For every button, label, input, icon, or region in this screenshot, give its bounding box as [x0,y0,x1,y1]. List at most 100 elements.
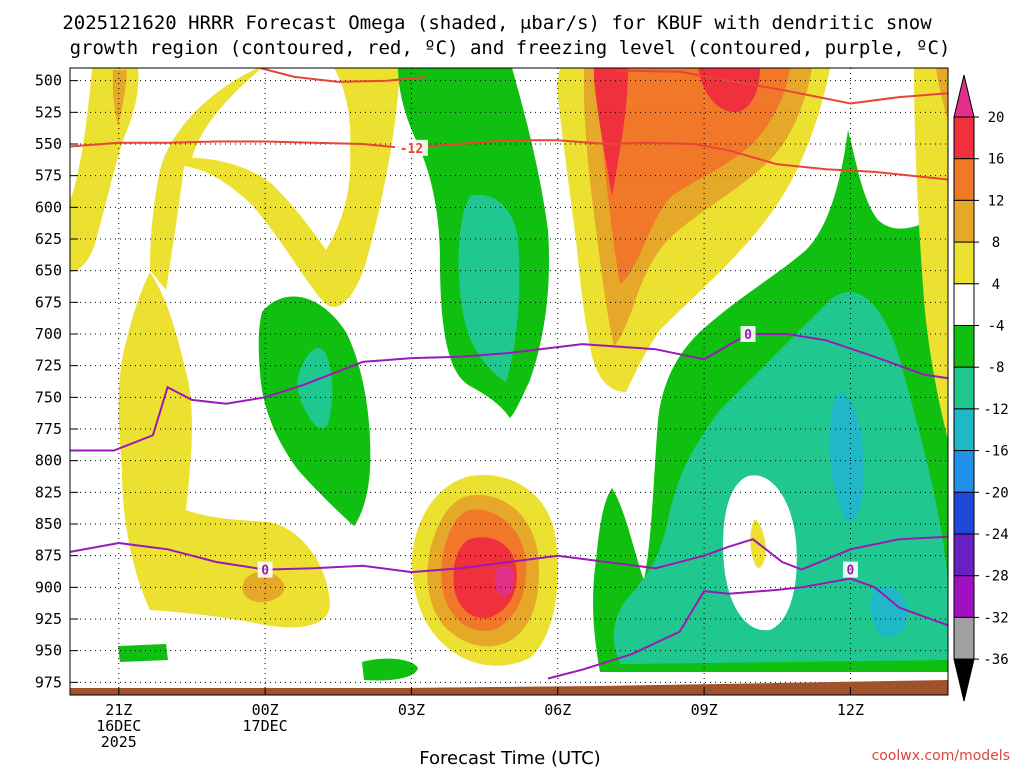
colorbar-label: -32 [983,610,1008,626]
omega-region-pos-top-right-inner [599,68,790,284]
colorbar-band [953,116,975,160]
y-tick-label: 500 [35,72,62,90]
ground-terrain [70,680,948,695]
contour-label-freezing-lower: 0 [261,564,269,579]
colorbar-label: -8 [988,360,1005,376]
colorbar-band [953,241,975,285]
y-tick-label: 925 [35,610,62,628]
contour-label-dgz-minus12: -12 [400,142,423,157]
omega-white-gap-top-right [512,68,590,350]
contour-freezing-ground [547,577,948,680]
contour-dgz-upper [259,68,427,83]
colorbar-band [953,158,975,201]
omega-region-pos-center-low-core [453,537,517,619]
omega-region-neg-bottom-center [362,658,418,681]
temperature-contours: -12 0 0 0 [70,68,948,680]
y-tick-label: 950 [35,642,62,660]
colorbar-label: 12 [988,193,1005,209]
y-tick-label: 700 [35,325,62,343]
y-tick-label: 525 [35,103,62,121]
colorbar-label: -20 [983,485,1008,501]
contour-label-freezing-ground: 0 [847,564,855,579]
y-axis: 500 525 550 575 600 625 650 675 700 725 750 775 800 8… [35,72,78,691]
y-tick-label: 750 [35,388,62,406]
omega-region-neg-center-top-core [458,194,520,382]
y-tick-label: 875 [35,547,62,565]
x-tick-label: 2025 [101,733,137,751]
y-tick-label: 825 [35,483,62,501]
omega-region-neg-left-middle-core [297,348,333,429]
plot-area: -12 0 0 0 [70,68,948,695]
colorbar-top-arrow [953,74,975,118]
colorbar-band [953,408,975,452]
contour-label-bg [394,139,428,156]
x-tick-label: 09Z [691,701,718,719]
y-tick-label: 550 [35,135,62,153]
y-tick-label: 675 [35,293,62,311]
contour-dgz-upper-right [616,69,948,105]
y-tick-label: 775 [35,420,62,438]
colorbar-band [953,575,975,618]
x-tick-label: 03Z [398,701,425,719]
x-axis-label: Forecast Time (UTC) [419,748,600,768]
contour-freezing-upper [70,333,948,452]
y-tick-label: 725 [35,357,62,375]
contour-freezing-lower [70,535,948,574]
colorbar-label: 20 [988,110,1005,126]
y-tick-label: 800 [35,452,62,470]
x-tick-label: 17DEC [243,717,288,735]
colorbar-label: 4 [992,277,1000,293]
omega-region-pos-right-edge [914,68,948,440]
colorbar-band [953,325,975,368]
omega-region-pos-lower-left [118,272,330,628]
contour-label-bg [257,561,273,578]
contour-label-bg [740,326,756,342]
chart-title-line2: growth region (contoured, red, ºC) and f… [70,37,951,59]
contour-label-bg [842,561,858,578]
colorbar-bottom-arrow [953,658,975,702]
colorbar-label: -24 [983,527,1008,543]
x-tick-label: 16DEC [96,717,141,735]
colorbar: 20 16 12 8 4 -4 -8 -12 -16 -20 -24 -28 -32 -36 [953,74,1009,702]
colorbar-label: -28 [983,569,1008,585]
omega-region-neg-right-cyan [829,393,908,637]
omega-region-pos-center-low-peak [494,565,514,597]
source-credit: coolwx.com/models [872,748,1010,764]
y-tick-label: 975 [35,673,62,691]
colorbar-band [953,616,975,660]
plot-frame [69,67,949,696]
chart-title-line1: 2025121620 HRRR Forecast Omega (shaded, … [62,12,932,34]
colorbar-band [953,491,975,535]
colorbar-label: 16 [988,152,1005,168]
omega-shading [70,68,948,681]
colorbar-label: -4 [988,319,1005,335]
omega-region-neg-bottom-left [118,644,168,662]
y-tick-label: 600 [35,198,62,216]
x-tick-label: 06Z [544,701,571,719]
omega-region-pos-lower-left-core [242,571,285,603]
contour-label-freezing-upper: 0 [744,328,752,343]
colorbar-band [953,199,975,243]
omega-region-pos-upper-left-core [112,70,127,126]
omega-region-pos-upper-left [70,68,139,272]
colorbar-band [953,450,975,493]
y-tick-label: 575 [35,167,62,185]
y-tick-label: 850 [35,515,62,533]
colorbar-band [953,533,975,577]
omega-region-neg-right-core [613,292,948,664]
colorbar-label: -36 [983,652,1008,668]
colorbar-band [953,283,975,326]
omega-white-channel-upper [192,68,351,250]
y-tick-label: 650 [35,262,62,280]
y-tick-label: 900 [35,578,62,596]
colorbar-band [953,366,975,410]
x-tick-label: 00Z [252,701,279,719]
y-tick-label: 625 [35,230,62,248]
contour-dgz-minus12 [70,139,948,181]
colorbar-label: 8 [992,235,1000,251]
omega-region-pos-top-right-core [594,68,760,196]
x-tick-label: 21Z [105,701,132,719]
x-tick-label: 12Z [837,701,864,719]
